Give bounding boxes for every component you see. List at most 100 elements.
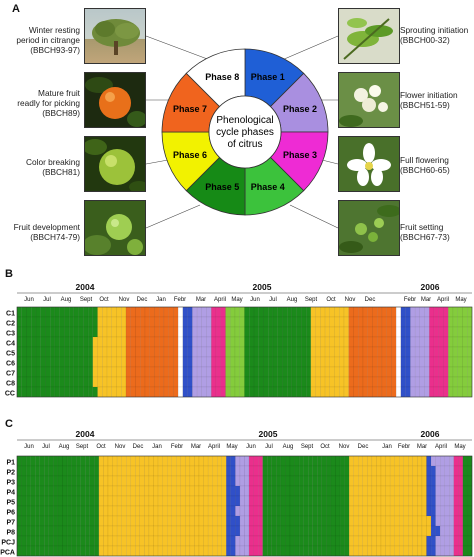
phase-cell bbox=[462, 495, 468, 507]
phase-cell bbox=[139, 515, 145, 527]
phase-cell bbox=[135, 495, 141, 507]
month-label: April bbox=[437, 297, 449, 303]
phase-cell bbox=[154, 306, 160, 318]
phase-cell bbox=[71, 485, 77, 497]
phase-cell bbox=[16, 316, 22, 328]
phase-cell bbox=[433, 336, 439, 348]
phase-cell bbox=[111, 306, 117, 318]
phase-cell bbox=[285, 545, 291, 557]
phase-cell bbox=[130, 515, 136, 527]
phase-cell bbox=[343, 316, 349, 328]
month-label: Mar bbox=[191, 444, 201, 450]
phase-cell bbox=[16, 336, 22, 348]
phase-cell bbox=[253, 525, 259, 537]
phase-cell bbox=[159, 356, 165, 368]
phase-cell bbox=[467, 326, 473, 338]
phase-cell bbox=[220, 356, 226, 368]
phase-cell bbox=[130, 326, 136, 338]
phase-cell bbox=[298, 545, 304, 557]
phase-cell bbox=[403, 545, 409, 557]
phase-cell bbox=[339, 366, 345, 378]
phase-cell bbox=[39, 505, 45, 517]
year-label: 2005 bbox=[253, 282, 272, 292]
phase-cell bbox=[144, 515, 150, 527]
phase-cell bbox=[330, 475, 336, 487]
month-label: May bbox=[231, 297, 242, 303]
phase-cell bbox=[44, 515, 49, 527]
phase-cell bbox=[448, 376, 454, 388]
phase-cell bbox=[234, 316, 240, 328]
phase-cell bbox=[39, 525, 45, 537]
phase-cell bbox=[308, 545, 313, 557]
phase-cell bbox=[462, 525, 468, 537]
phase-cell bbox=[189, 495, 195, 507]
phase-cell bbox=[385, 545, 391, 557]
phase-cell bbox=[94, 505, 100, 517]
phase-cell bbox=[125, 306, 131, 318]
phase-cell bbox=[452, 356, 458, 368]
phase-cell bbox=[98, 525, 104, 537]
phase-cell bbox=[380, 465, 386, 477]
phase-cell bbox=[94, 475, 100, 487]
phase-cell bbox=[412, 505, 418, 517]
phase-cell bbox=[272, 346, 278, 358]
phase-cell bbox=[62, 505, 68, 517]
phase-cell bbox=[372, 386, 378, 398]
phase-cell bbox=[221, 525, 227, 537]
phase-cell bbox=[39, 475, 45, 487]
phase-cell bbox=[362, 495, 368, 507]
phase-cell bbox=[98, 455, 104, 467]
phase-cell bbox=[154, 356, 160, 368]
phase-cell bbox=[203, 505, 209, 517]
phase-cell bbox=[426, 545, 432, 557]
phase-cell bbox=[367, 306, 373, 318]
phase-cell bbox=[335, 505, 341, 517]
phase-cell bbox=[230, 326, 236, 338]
phase-cell bbox=[358, 485, 363, 497]
phase-cell bbox=[135, 485, 141, 497]
phase-cell bbox=[308, 525, 313, 537]
phase-cell bbox=[308, 455, 313, 467]
phase-cell bbox=[386, 326, 392, 338]
phase-cell bbox=[31, 336, 37, 348]
phase-cell bbox=[30, 515, 36, 527]
phase-cell bbox=[438, 376, 444, 388]
phase-cell bbox=[107, 535, 113, 547]
phase-cell bbox=[44, 485, 49, 497]
phase-cell bbox=[312, 525, 318, 537]
phase-cell bbox=[168, 386, 174, 398]
phase-cell bbox=[83, 386, 89, 398]
phase-cell bbox=[371, 505, 377, 517]
row-label-p2: P2 bbox=[6, 470, 15, 477]
phase-cell bbox=[419, 346, 425, 358]
phase-cell bbox=[452, 386, 458, 398]
phase-cell bbox=[206, 356, 212, 368]
phase-cell bbox=[16, 495, 22, 507]
connector-line bbox=[145, 159, 169, 165]
phase-cell bbox=[215, 386, 221, 398]
phase-cell bbox=[353, 475, 359, 487]
phase-cell bbox=[291, 386, 297, 398]
phase-cell bbox=[226, 515, 232, 527]
month-label: May bbox=[455, 297, 466, 303]
phase-cell bbox=[163, 326, 169, 338]
phase-cell bbox=[189, 515, 195, 527]
phase-cell bbox=[258, 366, 264, 378]
phase-cell bbox=[417, 545, 423, 557]
phase-cell bbox=[280, 505, 286, 517]
phase-cell bbox=[372, 366, 378, 378]
phase-cell bbox=[154, 386, 160, 398]
phase-cell bbox=[417, 455, 423, 467]
phase-cell bbox=[126, 505, 131, 517]
phase-cell bbox=[40, 356, 46, 368]
phase-cell bbox=[62, 475, 68, 487]
phase-cell bbox=[426, 465, 432, 477]
phase-cell bbox=[362, 376, 368, 388]
phase-cell bbox=[335, 515, 341, 527]
wheel-label-phase-1: Phase 1 bbox=[251, 72, 285, 82]
phase-cell bbox=[329, 346, 335, 358]
year-label: 2006 bbox=[421, 429, 440, 439]
phase-cell bbox=[353, 376, 359, 388]
phase-cell bbox=[230, 475, 236, 487]
phase-cell bbox=[21, 525, 27, 537]
